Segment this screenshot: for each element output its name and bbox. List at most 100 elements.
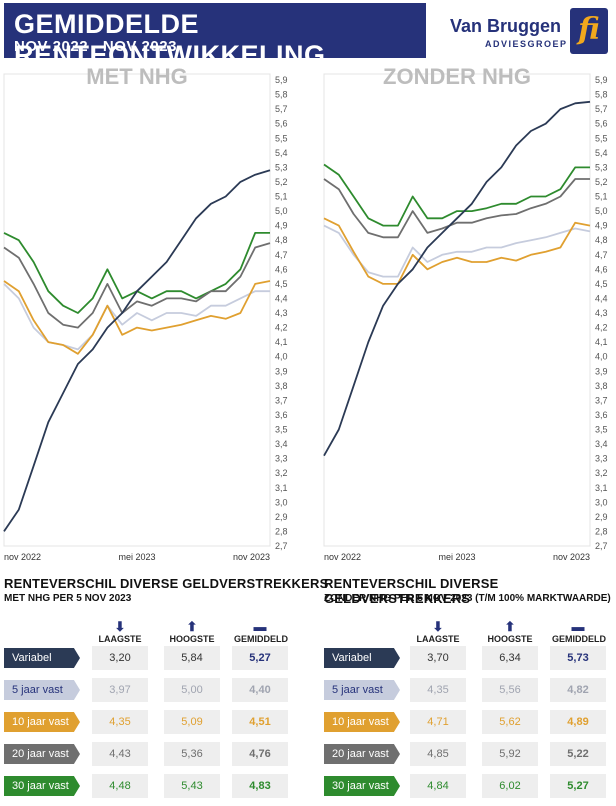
column-header: ⬇ LAAGSTE xyxy=(412,619,464,645)
y-tick-label: 3,5 xyxy=(275,425,288,435)
cell-low: 3,97 xyxy=(92,678,148,702)
column-header-label: GEMIDDELD xyxy=(234,634,288,644)
y-tick-label: 3,6 xyxy=(275,410,288,420)
cell-low: 4,43 xyxy=(92,742,148,766)
title-banner: GEMIDDELDE RENTEONTWIKKELING NOV 2022 - … xyxy=(4,3,426,70)
y-tick-label: 3,0 xyxy=(595,497,608,507)
y-tick-label: 5,2 xyxy=(595,177,608,187)
y-tick-label: 4,0 xyxy=(595,352,608,362)
y-tick-label: 2,8 xyxy=(595,526,608,536)
row-label-vast30: 30 jaar vast xyxy=(4,776,80,796)
arrow-up-icon: ⬆ xyxy=(186,619,198,634)
y-tick-label: 4,6 xyxy=(275,264,288,274)
y-tick-label: 2,7 xyxy=(595,541,608,551)
cell-avg: 4,76 xyxy=(232,742,288,766)
logo-mark-icon: fi xyxy=(570,8,608,54)
series-line-vast20 xyxy=(3,242,271,329)
x-tick-label: nov 2023 xyxy=(553,552,590,562)
cell-low: 3,70 xyxy=(410,646,466,670)
y-tick-label: 4,5 xyxy=(275,279,288,289)
x-tick-label: mei 2023 xyxy=(118,552,155,562)
y-tick-label: 3,8 xyxy=(275,381,288,391)
y-tick-label: 5,8 xyxy=(275,90,288,100)
row-label-vast20: 20 jaar vast xyxy=(4,744,80,764)
y-tick-label: 3,3 xyxy=(275,454,288,464)
chart-zonder-nhg: ZONDER NHG 5,9 5,8 5,7 5,6 5,5 5,4 5,3 5,2 5,1 5,0… xyxy=(323,68,608,562)
cell-low: 4,85 xyxy=(410,742,466,766)
y-tick-label: 5,1 xyxy=(275,192,288,202)
company-logo: Van Bruggen ADVIESGROEP fi xyxy=(445,8,610,56)
cell-high: 5,62 xyxy=(482,710,538,734)
column-header-label: HOOGSTE xyxy=(487,634,533,644)
y-tick-label: 5,5 xyxy=(275,133,288,143)
y-tick-label: 4,8 xyxy=(595,235,608,245)
y-tick-label: 5,7 xyxy=(275,104,288,114)
chart-met-nhg: MET NHG 5,9 5,8 5,7 5,6 5,5 5,4 5,3 5,2 5,1 5,0 4,9… xyxy=(3,68,288,562)
column-header-label: HOOGSTE xyxy=(169,634,215,644)
cell-avg: 5,27 xyxy=(550,774,606,798)
series-line-vast20 xyxy=(323,178,590,239)
y-tick-label: 5,1 xyxy=(595,192,608,202)
column-header: ⬆ HOOGSTE xyxy=(166,619,218,645)
y-tick-label: 5,7 xyxy=(595,104,608,114)
y-tick-label: 3,4 xyxy=(595,439,608,449)
row-label-vast5: 5 jaar vast xyxy=(324,680,400,700)
cell-avg: 4,83 xyxy=(232,774,288,798)
plot-frame xyxy=(323,73,591,547)
cell-avg: 4,89 xyxy=(550,710,606,734)
y-tick-label: 3,1 xyxy=(595,483,608,493)
logo-subtitle: ADVIESGROEP xyxy=(485,39,568,49)
y-tick-label: 5,9 xyxy=(595,75,608,85)
y-tick-label: 2,9 xyxy=(595,512,608,522)
cell-avg: 4,40 xyxy=(232,678,288,702)
y-tick-label: 4,7 xyxy=(595,250,608,260)
minus-icon: ▬ xyxy=(253,619,267,634)
cell-avg: 5,22 xyxy=(550,742,606,766)
minus-icon: ▬ xyxy=(571,619,585,634)
series-line-vast30 xyxy=(323,163,590,227)
y-tick-label: 5,9 xyxy=(275,75,288,85)
arrow-down-icon: ⬇ xyxy=(432,619,444,634)
y-tick-label: 2,7 xyxy=(275,541,288,551)
row-label-vast10: 10 jaar vast xyxy=(4,712,80,732)
cell-low: 4,48 xyxy=(92,774,148,798)
cell-high: 5,36 xyxy=(164,742,220,766)
cell-avg: 5,73 xyxy=(550,646,606,670)
y-tick-label: 4,2 xyxy=(595,323,608,333)
cell-high: 5,00 xyxy=(164,678,220,702)
row-label-vast10: 10 jaar vast xyxy=(324,712,400,732)
page-subtitle: NOV 2022 - NOV 2023 xyxy=(14,38,177,55)
cell-avg: 5,27 xyxy=(232,646,288,670)
cell-high: 5,43 xyxy=(164,774,220,798)
row-label-variabel: Variabel xyxy=(4,648,80,668)
cell-low: 4,35 xyxy=(410,678,466,702)
plot-frame xyxy=(3,73,271,547)
y-tick-label: 3,8 xyxy=(595,381,608,391)
y-tick-label: 4,3 xyxy=(595,308,608,318)
cell-high: 5,84 xyxy=(164,646,220,670)
arrow-down-icon: ⬇ xyxy=(114,619,126,634)
y-tick-label: 4,9 xyxy=(595,221,608,231)
y-tick-label: 3,9 xyxy=(275,366,288,376)
y-tick-label: 3,5 xyxy=(595,425,608,435)
y-tick-label: 4,9 xyxy=(275,221,288,231)
row-label-variabel: Variabel xyxy=(324,648,400,668)
column-header: ▬ GEMIDDELD xyxy=(234,619,288,645)
cell-high: 5,56 xyxy=(482,678,538,702)
y-tick-label: 3,9 xyxy=(595,366,608,376)
cell-high: 6,02 xyxy=(482,774,538,798)
y-tick-label: 5,8 xyxy=(595,90,608,100)
y-tick-label: 3,3 xyxy=(595,454,608,464)
y-tick-label: 3,7 xyxy=(275,395,288,405)
table-title: RENTEVERSCHIL DIVERSE GELDVERSTREKKERS xyxy=(324,576,499,606)
y-tick-label: 4,3 xyxy=(275,308,288,318)
y-tick-label: 2,9 xyxy=(275,512,288,522)
y-tick-label: 3,4 xyxy=(275,439,288,449)
series-line-variabel xyxy=(323,100,591,457)
y-tick-label: 3,2 xyxy=(275,468,288,478)
cell-avg: 4,51 xyxy=(232,710,288,734)
cell-high: 5,92 xyxy=(482,742,538,766)
cell-high: 6,34 xyxy=(482,646,538,670)
y-tick-label: 3,0 xyxy=(275,497,288,507)
y-tick-label: 3,2 xyxy=(595,468,608,478)
